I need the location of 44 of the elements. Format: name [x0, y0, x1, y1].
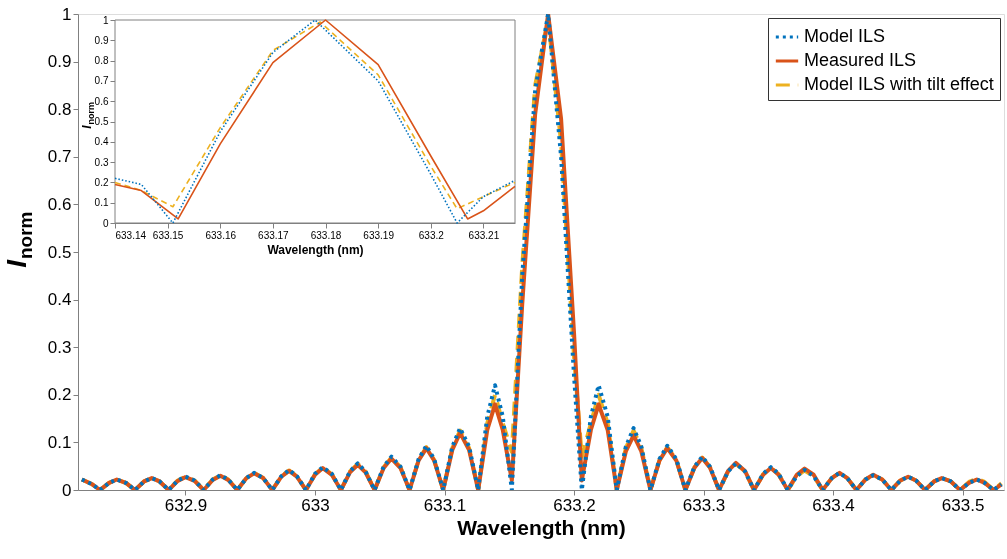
- x-tick-label: 632.9: [164, 495, 208, 515]
- y-tick-label: 0.1: [94, 197, 109, 209]
- x-tick-label: 633.3: [682, 495, 726, 515]
- x-tick-label: 633.2: [418, 229, 445, 241]
- y-tick-label: 1: [102, 14, 109, 26]
- x-tick-label: 633.5: [941, 495, 985, 515]
- y-tick-label: 0.3: [47, 337, 72, 357]
- y-tick-label: 0: [62, 480, 72, 500]
- y-tick-label: 0.3: [94, 156, 109, 168]
- y-tick-label: 0.6: [47, 194, 72, 214]
- y-tick-label: 0.6: [94, 95, 109, 107]
- y-axis-title: Inorm: [1, 211, 37, 268]
- y-axis-title: Inorm: [80, 102, 96, 129]
- x-tick-label: 633.19: [363, 229, 395, 241]
- x-tick-label: 633.2: [553, 495, 596, 515]
- y-tick-label: 0.4: [47, 290, 72, 310]
- legend-label: Model ILS with tilt effect: [804, 74, 994, 94]
- x-tick-label: 633.15: [152, 229, 184, 241]
- y-tick-label: 0.8: [94, 55, 109, 67]
- x-axis-title: Wavelength (nm): [457, 515, 626, 539]
- y-tick-label: 0.7: [47, 147, 72, 167]
- y-tick-label: 0.2: [47, 385, 72, 405]
- x-tick-label: 633.18: [310, 229, 342, 241]
- y-tick-label: 0.1: [47, 432, 72, 452]
- y-tick-label: 0.9: [94, 34, 109, 46]
- y-tick-label: 0.2: [94, 176, 109, 188]
- y-tick-label: 0.5: [94, 116, 109, 127]
- x-tick-label: 633.21: [468, 229, 500, 241]
- x-tick-label: 633.17: [258, 229, 290, 241]
- y-tick-label: 0.9: [47, 52, 72, 72]
- x-tick-label: 633.4: [812, 495, 855, 515]
- y-tick-label: 0: [102, 217, 109, 229]
- y-tick-label: 1: [62, 4, 72, 24]
- y-tick-label: 0.4: [94, 136, 109, 148]
- x-tick-label: 633.1: [423, 495, 467, 515]
- x-tick-label: 633: [301, 495, 330, 515]
- x-tick-label: 633.16: [205, 229, 237, 241]
- legend-label: Model ILS: [804, 26, 886, 46]
- x-axis-title: Wavelength (nm): [267, 242, 364, 257]
- legend-label: Measured ILS: [804, 50, 917, 70]
- x-tick-label: 633.14: [115, 229, 147, 241]
- y-tick-label: 0.7: [94, 75, 109, 87]
- y-tick-label: 0.8: [47, 99, 72, 119]
- y-tick-label: 0.5: [47, 242, 72, 262]
